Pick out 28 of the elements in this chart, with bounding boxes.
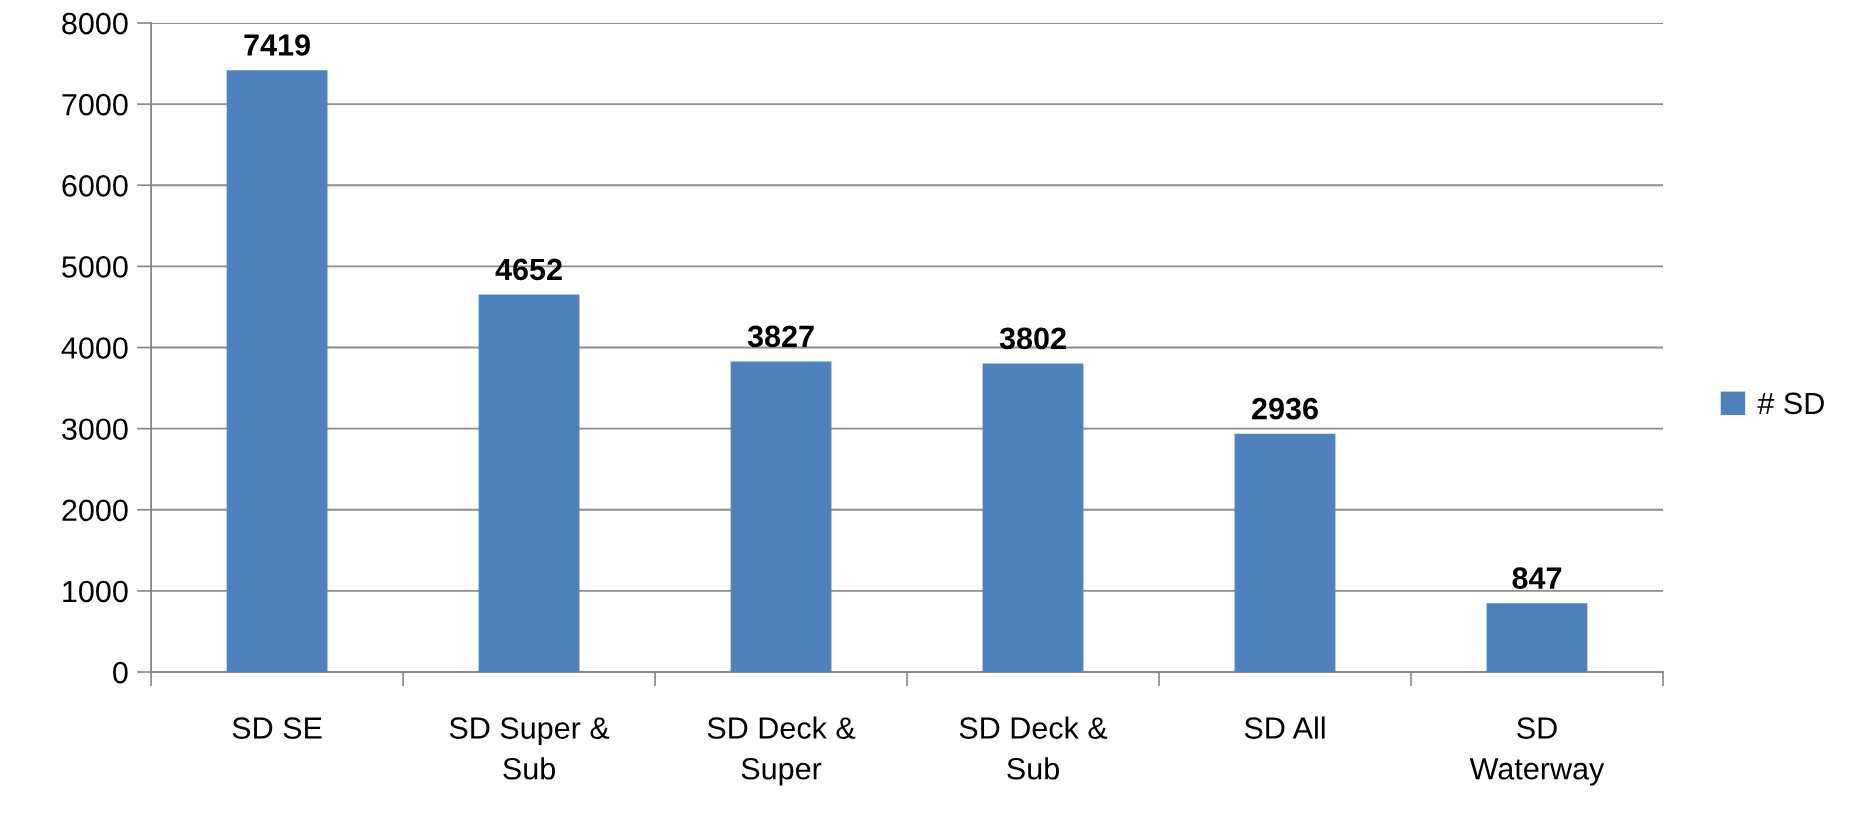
x-tick-label: SD SE (232, 717, 322, 739)
legend-label: # SD (1757, 392, 1824, 415)
y-tick-label: 2000 (62, 499, 128, 522)
y-tick-label: 0 (113, 661, 128, 684)
bar (226, 70, 328, 673)
x-tick-label: SD Super & Sub (449, 717, 610, 780)
y-tick-label: 7000 (62, 93, 128, 116)
data-label: 2936 (1252, 397, 1318, 420)
x-tick-label: SD Deck & Sub (959, 716, 1108, 780)
x-tick-label: SD Deck & Super (707, 716, 856, 786)
y-tick-label: 3000 (62, 418, 128, 441)
bar (730, 361, 832, 673)
data-label: 3827 (747, 325, 814, 348)
data-label: 4652 (495, 258, 562, 281)
x-tick-label: SD Waterway (1469, 717, 1605, 786)
data-label: 7419 (244, 34, 310, 56)
bar (982, 363, 1084, 673)
data-label: 847 (1512, 567, 1562, 589)
y-tick-label: 8000 (62, 12, 128, 35)
y-tick-label: 1000 (63, 580, 128, 603)
y-tick-label: 4000 (61, 337, 128, 359)
x-tick-label: SD All (1244, 716, 1325, 739)
bar (478, 294, 580, 673)
y-tick-label: 6000 (62, 175, 128, 197)
bar (1234, 433, 1336, 673)
data-label: 3802 (999, 327, 1066, 350)
y-tick-label: 5000 (62, 256, 128, 278)
bar (1486, 603, 1588, 673)
